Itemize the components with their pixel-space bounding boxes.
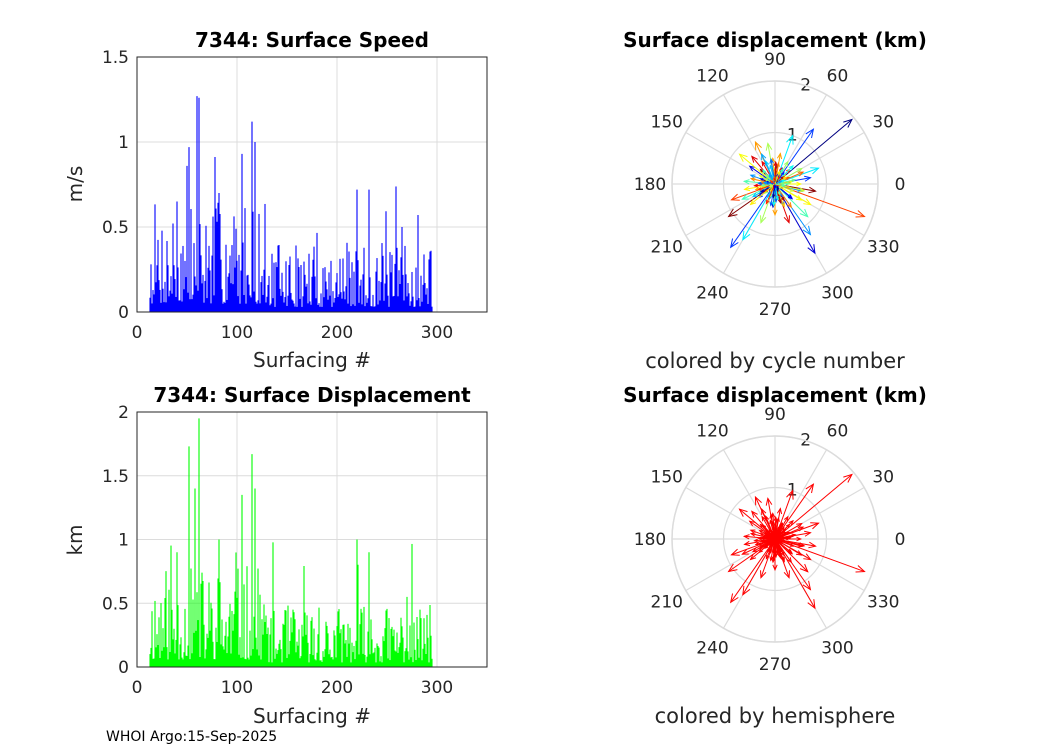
angle-tick-label: 300 — [821, 283, 853, 303]
polar-frame — [671, 435, 879, 643]
axes-frame — [136, 411, 488, 668]
surface-displacement-xlabel: Surfacing # — [253, 704, 371, 728]
surface-displacement-chart: 7344: Surface Displacement Surfacing # k… — [63, 383, 488, 728]
displacement-arrow — [773, 515, 778, 540]
surface-speed-ylabel: m/s — [63, 166, 87, 203]
displacement-arrow — [768, 183, 776, 188]
angle-tick-label: 330 — [867, 238, 899, 258]
angle-tick-label: 0 — [895, 175, 906, 195]
angle-tick-label: 60 — [827, 67, 849, 87]
angle-tick-label: 60 — [827, 422, 849, 442]
displacement-arrow — [749, 538, 776, 561]
arrow-series — [727, 473, 866, 610]
polar-cycle-title: Surface displacement (km) — [623, 28, 927, 52]
angle-tick-label: 240 — [696, 638, 728, 658]
y-tick-label: 1 — [118, 133, 129, 153]
displacement-arrow — [773, 183, 777, 190]
displacement-arrow — [774, 483, 815, 540]
angle-tick-label: 120 — [696, 422, 728, 442]
y-tick-label: 0.5 — [102, 218, 129, 238]
surface-speed-chart: 7344: Surface Speed Surfacing # m/s 0 100… — [63, 28, 488, 372]
x-tick-label: 0 — [132, 678, 143, 698]
surface-speed-xlabel: Surfacing # — [253, 348, 371, 372]
displacement-arrow — [769, 534, 776, 540]
angle-tick-label: 90 — [764, 405, 786, 425]
angle-tick-label: 30 — [872, 113, 894, 133]
arrow-series — [727, 118, 866, 255]
displacement-arrow — [774, 183, 809, 218]
polar-frame — [671, 80, 879, 288]
x-tick-label: 300 — [421, 323, 453, 343]
displacement-arrow — [774, 183, 786, 187]
displacement-arrow — [773, 538, 777, 545]
angle-tick-label: 270 — [759, 300, 791, 320]
y-tick-label: 0.5 — [102, 594, 129, 614]
displacement-arrow — [774, 473, 853, 540]
surface-displacement-ylabel: km — [63, 524, 87, 555]
displacement-arrow — [768, 173, 776, 185]
angle-tick-label: 210 — [651, 238, 683, 258]
angle-tick-label: 210 — [651, 593, 683, 613]
displacement-arrow — [774, 538, 786, 542]
displacement-arrow — [774, 180, 783, 185]
angle-tick-label: 0 — [895, 530, 906, 550]
angle-tick-label: 180 — [634, 175, 666, 195]
polar-hemisphere-caption: colored by hemisphere — [655, 704, 896, 728]
displacement-arrow — [774, 525, 781, 540]
displacement-arrow — [761, 152, 776, 185]
y-tick-label: 1 — [118, 531, 129, 551]
angle-tick-label: 150 — [651, 113, 683, 133]
x-tick-label: 300 — [421, 678, 453, 698]
displacement-arrow — [768, 538, 776, 543]
angle-tick-label: 240 — [696, 283, 728, 303]
surface-displacement-title: 7344: Surface Displacement — [153, 383, 471, 407]
polar-cycle-chart: Surface displacement (km) colored by cyc… — [623, 28, 927, 373]
surface-speed-title: 7344: Surface Speed — [195, 28, 429, 52]
displacement-arrow — [761, 507, 776, 540]
angle-tick-label: 330 — [867, 593, 899, 613]
angle-tick-label: 90 — [764, 50, 786, 70]
displacement-arrow — [773, 160, 778, 185]
polar-hemisphere-title: Surface displacement (km) — [623, 383, 927, 407]
x-tick-label: 200 — [321, 323, 353, 343]
footer-credit: WHOI Argo:15-Sep-2025 — [106, 729, 277, 745]
axes-frame — [136, 56, 488, 313]
displacement-arrow — [774, 170, 781, 185]
x-tick-label: 200 — [321, 678, 353, 698]
angle-tick-label: 270 — [759, 655, 791, 675]
y-tick-label: 0 — [118, 303, 129, 323]
y-tick-label: 1.5 — [102, 48, 129, 68]
displacement-arrow — [774, 535, 783, 540]
bar-series — [149, 96, 433, 312]
y-tick-label: 1.5 — [102, 467, 129, 487]
displacement-arrow — [774, 128, 815, 185]
x-tick-label: 100 — [221, 678, 253, 698]
polar-cycle-caption: colored by cycle number — [645, 349, 905, 373]
polar-hemisphere-chart: Surface displacement (km) colored by hem… — [623, 383, 927, 728]
angle-tick-label: 300 — [821, 638, 853, 658]
angle-tick-label: 120 — [696, 67, 728, 87]
angle-tick-label: 150 — [651, 468, 683, 488]
y-tick-label: 0 — [118, 658, 129, 678]
x-tick-label: 0 — [132, 323, 143, 343]
angle-tick-label: 30 — [872, 468, 894, 488]
bar-series — [149, 418, 433, 667]
y-tick-label: 2 — [118, 403, 129, 423]
x-tick-label: 100 — [221, 323, 253, 343]
displacement-arrow — [774, 538, 809, 573]
displacement-arrow — [774, 118, 853, 185]
displacement-arrow — [749, 183, 776, 206]
displacement-arrow — [768, 528, 776, 540]
displacement-arrow — [769, 179, 776, 185]
angle-tick-label: 180 — [634, 530, 666, 550]
